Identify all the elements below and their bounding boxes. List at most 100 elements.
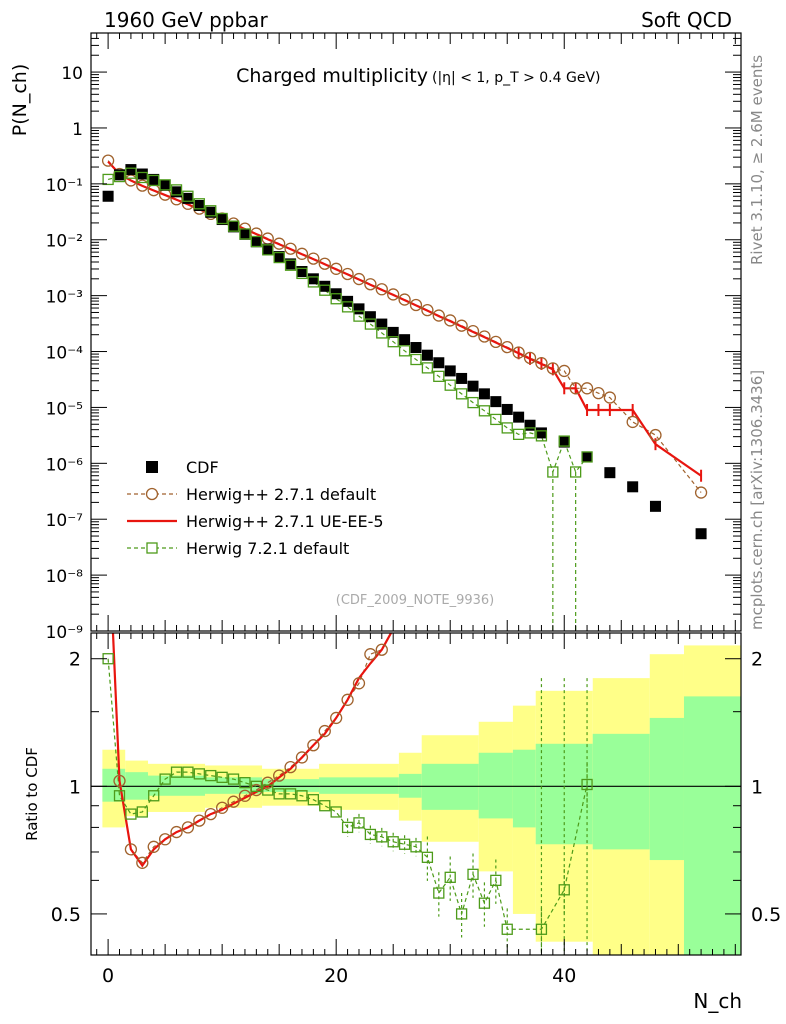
herwig7-point bbox=[535, 430, 548, 442]
ratio-herwig7-point bbox=[239, 777, 251, 789]
herwig7-point bbox=[410, 353, 422, 366]
cdf-point bbox=[524, 419, 536, 431]
herwig7-point bbox=[182, 190, 194, 202]
herwig7-point bbox=[547, 466, 559, 478]
cdf-point bbox=[319, 280, 331, 292]
herwigpp-default-point bbox=[478, 330, 491, 343]
uncertainty-band-green bbox=[478, 752, 513, 819]
ratio-herwig7-point bbox=[205, 769, 217, 782]
cdf-point bbox=[421, 349, 433, 361]
herwigpp-default-point bbox=[501, 340, 514, 354]
ratio-herwigpp-default-point bbox=[158, 833, 172, 846]
herwig7-point bbox=[455, 388, 468, 400]
ratio-herwigpp-default-point bbox=[307, 739, 320, 752]
cdf-point bbox=[535, 427, 547, 439]
uncertainty-band-green bbox=[592, 733, 650, 850]
cdf-point bbox=[353, 303, 365, 315]
ratio-herwig7-point bbox=[182, 766, 194, 778]
cdf-point bbox=[273, 251, 285, 263]
ratio-herwig7-point bbox=[535, 923, 548, 935]
cdf-point bbox=[285, 258, 297, 270]
herwigpp-default-point bbox=[364, 278, 377, 291]
y-tick-label: 10⁻⁴ bbox=[46, 344, 84, 364]
cdf-point bbox=[364, 311, 376, 323]
herwigpp-default-point bbox=[101, 154, 115, 167]
herwigpp-default-point bbox=[523, 351, 537, 365]
ratio-herwigpp-default-point bbox=[193, 814, 206, 827]
ratio-herwigpp-default-point bbox=[318, 724, 331, 738]
x-axis-label: N_ch bbox=[693, 989, 742, 1013]
x-tick-label: 20 bbox=[324, 965, 348, 987]
cdf-point bbox=[250, 236, 262, 248]
ratio-herwig7-point bbox=[421, 851, 434, 863]
cdf-point bbox=[136, 168, 148, 180]
ratio-herwig7-point bbox=[490, 874, 502, 887]
herwig7-point bbox=[102, 173, 114, 186]
herwigpp-default-point bbox=[387, 288, 400, 301]
ratio-y-tick-label-right: 2 bbox=[751, 649, 763, 671]
herwig7-point bbox=[125, 167, 137, 179]
herwigpp-default-point bbox=[512, 346, 525, 359]
ratio-herwig7-point bbox=[364, 828, 377, 841]
ratio-panel-frame bbox=[90, 632, 742, 956]
herwigpp-default-point bbox=[466, 324, 480, 338]
herwig7-point bbox=[524, 427, 536, 439]
ratio-herwigpp-default-point bbox=[136, 856, 149, 869]
herwigpp-default-point bbox=[421, 304, 434, 317]
ratio-herwig7-point bbox=[159, 773, 171, 785]
uncertainty-band-green bbox=[512, 749, 536, 828]
herwig7-point bbox=[558, 435, 570, 447]
ratio-herwigpp-default-point bbox=[364, 648, 377, 661]
x-tick-label: 0 bbox=[102, 965, 114, 987]
y-tick-label: 10⁻⁹ bbox=[46, 623, 84, 643]
herwig7-point bbox=[376, 327, 388, 339]
ratio-herwig7-point bbox=[467, 868, 479, 880]
herwig7-point bbox=[444, 379, 456, 391]
cdf-point bbox=[467, 380, 479, 392]
uncertainty-band-green bbox=[205, 777, 263, 794]
herwig7-point bbox=[569, 466, 582, 478]
ratio-herwig7-point bbox=[148, 790, 160, 802]
ratio-herwigpp-default-point bbox=[295, 751, 309, 764]
y-tick-label: 10⁻³ bbox=[46, 288, 83, 308]
y-tick-label: 10⁻⁸ bbox=[46, 567, 84, 587]
legend-entry-label: Herwig++ 2.7.1 default bbox=[186, 485, 376, 504]
y-tick-label: 1 bbox=[72, 120, 83, 140]
ratio-herwig7-point bbox=[250, 780, 263, 792]
mcplots-label: mcplots.cern.ch [arXiv:1306.3436] bbox=[748, 370, 766, 630]
herwigpp-default-point bbox=[694, 486, 708, 499]
herwigpp-default-point bbox=[546, 362, 559, 375]
herwig7-point bbox=[296, 267, 308, 280]
ratio-herwig7-point bbox=[330, 806, 342, 818]
herwig7-point bbox=[433, 370, 445, 382]
herwigpp-default-point bbox=[432, 309, 445, 322]
cdf-point bbox=[102, 190, 114, 202]
legend-marker-square bbox=[146, 542, 158, 554]
cdf-point bbox=[444, 365, 456, 377]
plot-title: Charged multiplicity bbox=[236, 65, 428, 87]
main-panel: 10⁻⁹10⁻⁸10⁻⁷10⁻⁶10⁻⁵10⁻⁴10⁻³10⁻²10⁻¹110 … bbox=[9, 32, 742, 643]
y-tick-label: 10⁻¹ bbox=[46, 176, 83, 196]
ratio-herwig7-point bbox=[170, 766, 183, 778]
herwig7-point bbox=[113, 170, 126, 183]
ratio-herwig7-point bbox=[227, 773, 240, 785]
herwig7-point bbox=[193, 198, 205, 210]
cdf-point bbox=[228, 221, 240, 233]
ratio-herwigpp-default-point bbox=[261, 776, 274, 789]
cdf-point bbox=[296, 266, 308, 278]
cdf-point bbox=[490, 396, 502, 408]
legend-marker-cdf bbox=[146, 461, 158, 473]
cdf-point bbox=[307, 273, 319, 285]
herwig7-point bbox=[239, 228, 251, 240]
herwigpp-default-point bbox=[341, 267, 354, 281]
herwig7-point bbox=[307, 276, 320, 288]
herwigpp-default-point bbox=[273, 237, 286, 250]
cdf-point bbox=[216, 214, 228, 226]
cdf-point bbox=[433, 357, 445, 369]
herwigpp-default-point bbox=[626, 415, 639, 429]
herwig7-point bbox=[227, 220, 240, 232]
uncertainty-band-green bbox=[148, 775, 206, 796]
ratio-herwigpp-default-point bbox=[273, 769, 286, 782]
cdf-point bbox=[171, 186, 183, 198]
ratio-herwig7-point bbox=[193, 768, 205, 780]
